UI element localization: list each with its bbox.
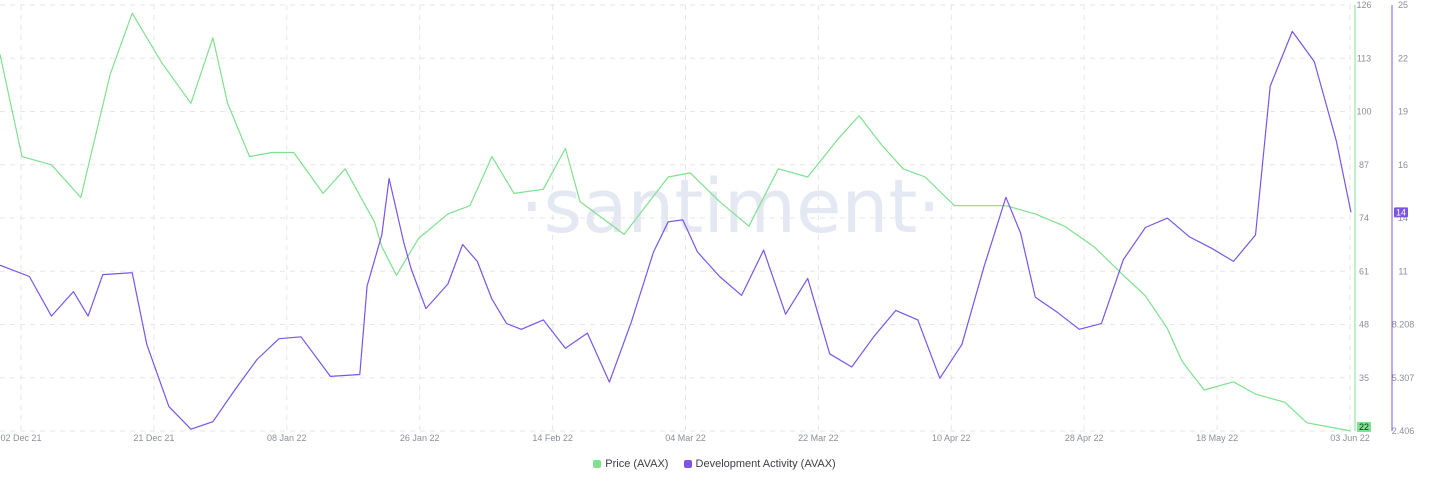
legend-item-dev[interactable]: Development Activity (AVAX)	[683, 458, 836, 470]
dev-axis-tick-label: 16	[1398, 160, 1408, 170]
dev-axis-tick-label: 2.406	[1392, 426, 1415, 436]
chart-legend: Price (AVAX) Development Activity (AVAX)	[0, 458, 1429, 471]
legend-label-price: Price (AVAX)	[605, 458, 669, 470]
x-tick-label: 02 Dec 21	[0, 433, 41, 443]
x-tick-label: 03 Jun 22	[1330, 433, 1370, 443]
price-axis-tick-label: 113	[1357, 53, 1371, 63]
dev-axis-tick-label: 22	[1398, 53, 1408, 63]
dev-swatch-icon	[683, 460, 692, 468]
development-activity-line	[0, 30, 1352, 430]
santiment-watermark: ·santiment·	[520, 164, 941, 250]
dev-axis-tick-label: 5.307	[1392, 373, 1415, 383]
x-tick-label: 18 May 22	[1196, 433, 1238, 443]
price-axis-tick-label: 74	[1359, 213, 1369, 223]
axis-lines	[1354, 5, 1393, 431]
price-axis-ticks: 126 113 100 87 74 61 48 35	[1356, 0, 1371, 383]
price-axis-tick-label: 100	[1356, 107, 1371, 117]
x-tick-label: 08 Jan 22	[267, 433, 307, 443]
dev-axis-tick-label: 8.208	[1392, 320, 1415, 330]
price-axis-tick-label: 61	[1359, 266, 1369, 276]
price-axis-tick-label: 48	[1359, 320, 1369, 330]
x-axis-ticks: 02 Dec 21 21 Dec 21 08 Jan 22 26 Jan 22 14 F…	[0, 433, 1369, 443]
dev-axis-tick-label: 14	[1398, 213, 1408, 223]
x-tick-label: 14 Feb 22	[532, 433, 573, 443]
price-swatch-icon	[593, 460, 602, 468]
x-tick-label: 10 Apr 22	[932, 433, 971, 443]
grid-lines	[0, 4, 1351, 432]
dev-axis-ticks: 25 22 19 16 14 11 8.208 5.307 2.406	[1392, 0, 1415, 436]
price-axis-tick-label: 87	[1359, 160, 1369, 170]
price-last-value-label: 22	[1359, 422, 1369, 432]
x-tick-label: 21 Dec 21	[133, 433, 174, 443]
dev-axis-tick-label: 19	[1398, 107, 1408, 117]
price-axis-tick-label: 35	[1359, 373, 1369, 383]
legend-label-dev: Development Activity (AVAX)	[695, 458, 836, 470]
legend-item-price[interactable]: Price (AVAX)	[593, 458, 668, 470]
price-last-value-badge	[1357, 422, 1371, 432]
x-tick-label: 04 Mar 22	[665, 433, 706, 443]
dev-last-value-badge	[1394, 207, 1408, 218]
price-axis-tick-label: 126	[1356, 0, 1371, 10]
development-activity-series	[0, 30, 1352, 430]
price-line	[0, 12, 1352, 432]
x-tick-label: 28 Apr 22	[1065, 433, 1104, 443]
dev-axis-tick-label: 25	[1398, 0, 1408, 10]
dev-last-value-label: 14	[1396, 207, 1406, 217]
price-series	[0, 12, 1352, 432]
x-tick-label: 22 Mar 22	[798, 433, 839, 443]
x-tick-label: 26 Jan 22	[400, 433, 440, 443]
dev-axis-tick-label: 11	[1398, 266, 1407, 276]
last-value-badges: 22 14	[1357, 207, 1408, 432]
